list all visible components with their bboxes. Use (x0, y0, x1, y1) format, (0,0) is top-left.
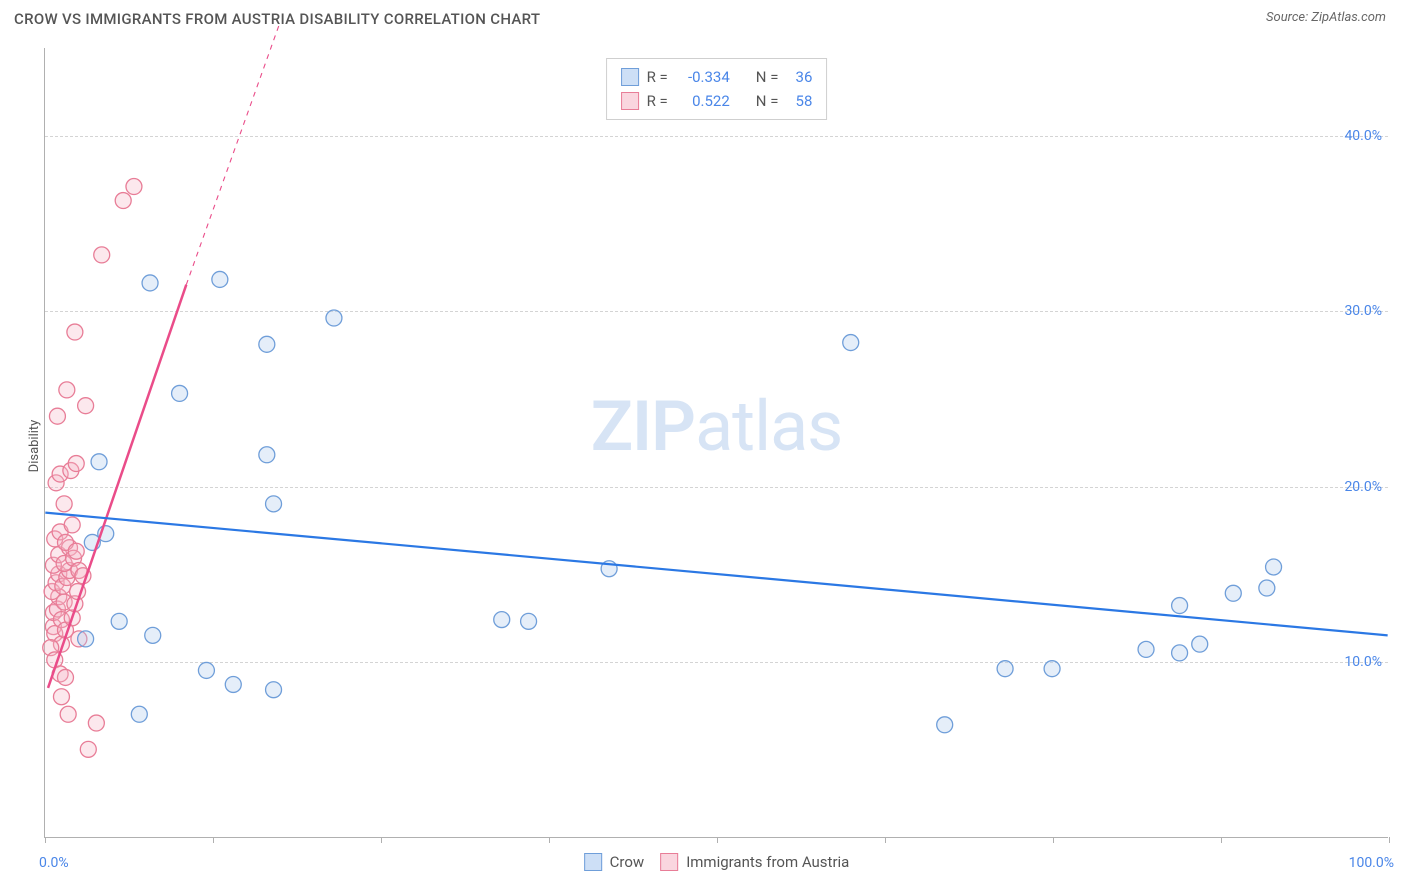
legend-label-austria: Immigrants from Austria (686, 853, 849, 871)
legend-swatch-crow-2 (584, 853, 602, 871)
chart-title: CROW VS IMMIGRANTS FROM AUSTRIA DISABILI… (14, 10, 540, 28)
legend-label-crow: Crow (610, 853, 645, 871)
legend-row-austria: R = 0.522 N = 58 (621, 89, 813, 113)
legend-n-label-2: N = (756, 89, 779, 113)
legend-n-value-crow: 36 (786, 65, 812, 89)
legend-item-austria: Immigrants from Austria (660, 853, 849, 871)
chart-source: Source: ZipAtlas.com (1266, 10, 1386, 25)
legend-stats-box: R = -0.334 N = 36 R = 0.522 N = 58 (606, 58, 828, 120)
legend-n-value-austria: 58 (786, 89, 812, 113)
chart-plot-area: ZIPatlas 10.0%20.0%30.0%40.0% R = -0.334… (44, 48, 1388, 838)
legend-r-value-crow: -0.334 (676, 65, 730, 89)
legend-r-value-austria: 0.522 (676, 89, 730, 113)
legend-series-box: Crow Immigrants from Austria (584, 853, 850, 871)
legend-swatch-austria (621, 92, 639, 110)
y-axis-label: Disability (27, 420, 42, 473)
x-axis-max-label: 100.0% (1349, 855, 1394, 871)
legend-n-label: N = (756, 65, 779, 89)
legend-swatch-austria-2 (660, 853, 678, 871)
x-axis-min-label: 0.0% (39, 855, 69, 871)
legend-swatch-crow (621, 68, 639, 86)
legend-row-crow: R = -0.334 N = 36 (621, 65, 813, 89)
legend-r-label: R = (647, 65, 668, 89)
legend-r-label-2: R = (647, 89, 668, 113)
scatter-plot-svg (45, 48, 1388, 837)
legend-item-crow: Crow (584, 853, 645, 871)
